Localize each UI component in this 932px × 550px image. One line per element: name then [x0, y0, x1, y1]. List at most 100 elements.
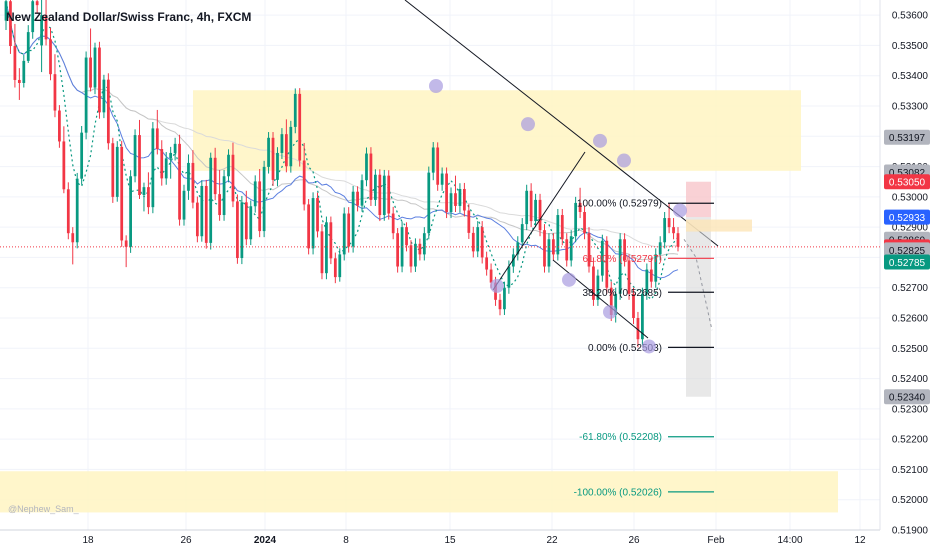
candle-body: [485, 257, 489, 270]
candle-body: [227, 154, 230, 177]
candle-body: [596, 275, 600, 300]
candle-body: [418, 243, 422, 255]
candle-body: [298, 93, 302, 161]
stop-loss-box: [686, 181, 711, 218]
y-tick-label: 0.53500: [892, 41, 929, 52]
candle-body: [543, 230, 546, 267]
candle-body: [405, 227, 408, 246]
candle-body: [89, 57, 92, 88]
candle-body: [676, 233, 680, 247]
candle-body: [204, 185, 208, 243]
candle-body: [600, 240, 604, 276]
candle-body: [53, 74, 57, 111]
pivot-marker: [603, 304, 617, 319]
candle-body: [222, 176, 226, 216]
candle-body: [17, 79, 21, 83]
candle-body: [467, 210, 471, 233]
candle-body: [22, 60, 26, 83]
price-badge: [884, 254, 930, 270]
fib-level-label: -61.80% (0.52208): [579, 432, 662, 443]
candle-body: [427, 172, 431, 234]
candle-body: [129, 176, 132, 247]
candle-body: [325, 222, 328, 274]
candle-body: [396, 233, 400, 267]
candle-body: [654, 254, 658, 282]
y-tick-label: 0.53600: [892, 11, 929, 22]
pivot-marker: [562, 272, 576, 287]
y-tick-label: 0.53000: [892, 192, 929, 203]
candle-body: [645, 269, 649, 294]
candle-body: [538, 199, 542, 231]
candle-body: [164, 158, 168, 179]
candle-body: [360, 180, 364, 206]
candle-body: [102, 79, 106, 113]
candle-body: [378, 174, 382, 216]
candle-body: [178, 143, 181, 220]
candle-body: [173, 143, 177, 153]
pivot-marker: [521, 117, 535, 132]
author-watermark: @Nephew_Sam_: [8, 504, 79, 514]
candle-body: [503, 287, 506, 310]
candle-body: [649, 269, 653, 282]
candle-body: [26, 32, 30, 61]
candle-body: [80, 132, 84, 179]
candle-body: [592, 266, 595, 300]
fib-level-label: 0.00% (0.52503): [588, 343, 662, 354]
price-badge-label: 0.53197: [889, 133, 926, 144]
x-tick-label: Feb: [707, 535, 725, 546]
candle-body: [511, 254, 515, 267]
candle-body: [516, 242, 520, 255]
pivot-marker: [490, 278, 504, 293]
zone-box: [193, 90, 801, 171]
candle-body: [463, 188, 466, 211]
candle-body: [583, 212, 586, 234]
candle-body: [569, 236, 573, 261]
candle-body: [373, 174, 377, 200]
candle-body: [31, 1, 35, 33]
candle-body: [182, 190, 186, 220]
candle-body: [587, 233, 591, 267]
candle-body: [133, 135, 137, 177]
candle-body: [307, 204, 311, 249]
candle-body: [414, 243, 417, 267]
candle-body: [329, 222, 333, 259]
y-tick-label: 0.52000: [892, 495, 929, 506]
candle-body: [302, 160, 306, 205]
candle-body: [614, 293, 618, 315]
candle-body: [560, 215, 564, 240]
candle-body: [480, 227, 484, 258]
y-tick-label: 0.52400: [892, 374, 929, 385]
candle-body: [218, 194, 221, 216]
entry-zone: [686, 219, 752, 232]
candle-body: [498, 299, 502, 310]
x-tick-label: 26: [628, 535, 640, 546]
pivot-marker: [673, 203, 687, 218]
candle-body: [320, 231, 324, 274]
candle-body: [445, 173, 448, 212]
candle-body: [556, 215, 560, 255]
candle-body: [525, 190, 529, 225]
candle-body: [507, 266, 511, 288]
candle-body: [422, 233, 426, 255]
candle-body: [672, 227, 675, 234]
pivot-marker: [429, 79, 443, 94]
candle-body: [641, 293, 644, 340]
candle-body: [565, 239, 569, 261]
price-badge: [884, 174, 930, 190]
fib-level-label: -100.00% (0.52026): [574, 487, 662, 498]
candle-body: [142, 187, 146, 196]
candle-body: [627, 260, 631, 294]
candle-body: [169, 152, 173, 159]
pivot-marker: [593, 133, 607, 148]
candle-body: [138, 135, 141, 196]
candle-body: [574, 202, 578, 237]
candle-body: [258, 181, 262, 232]
candle-body: [124, 240, 128, 247]
candle-body: [240, 202, 244, 259]
y-tick-label: 0.52700: [892, 283, 929, 294]
x-tick-label: 14:00: [777, 535, 802, 546]
candle-body: [249, 206, 253, 240]
candle-body: [213, 157, 217, 195]
price-badge: [884, 129, 930, 145]
